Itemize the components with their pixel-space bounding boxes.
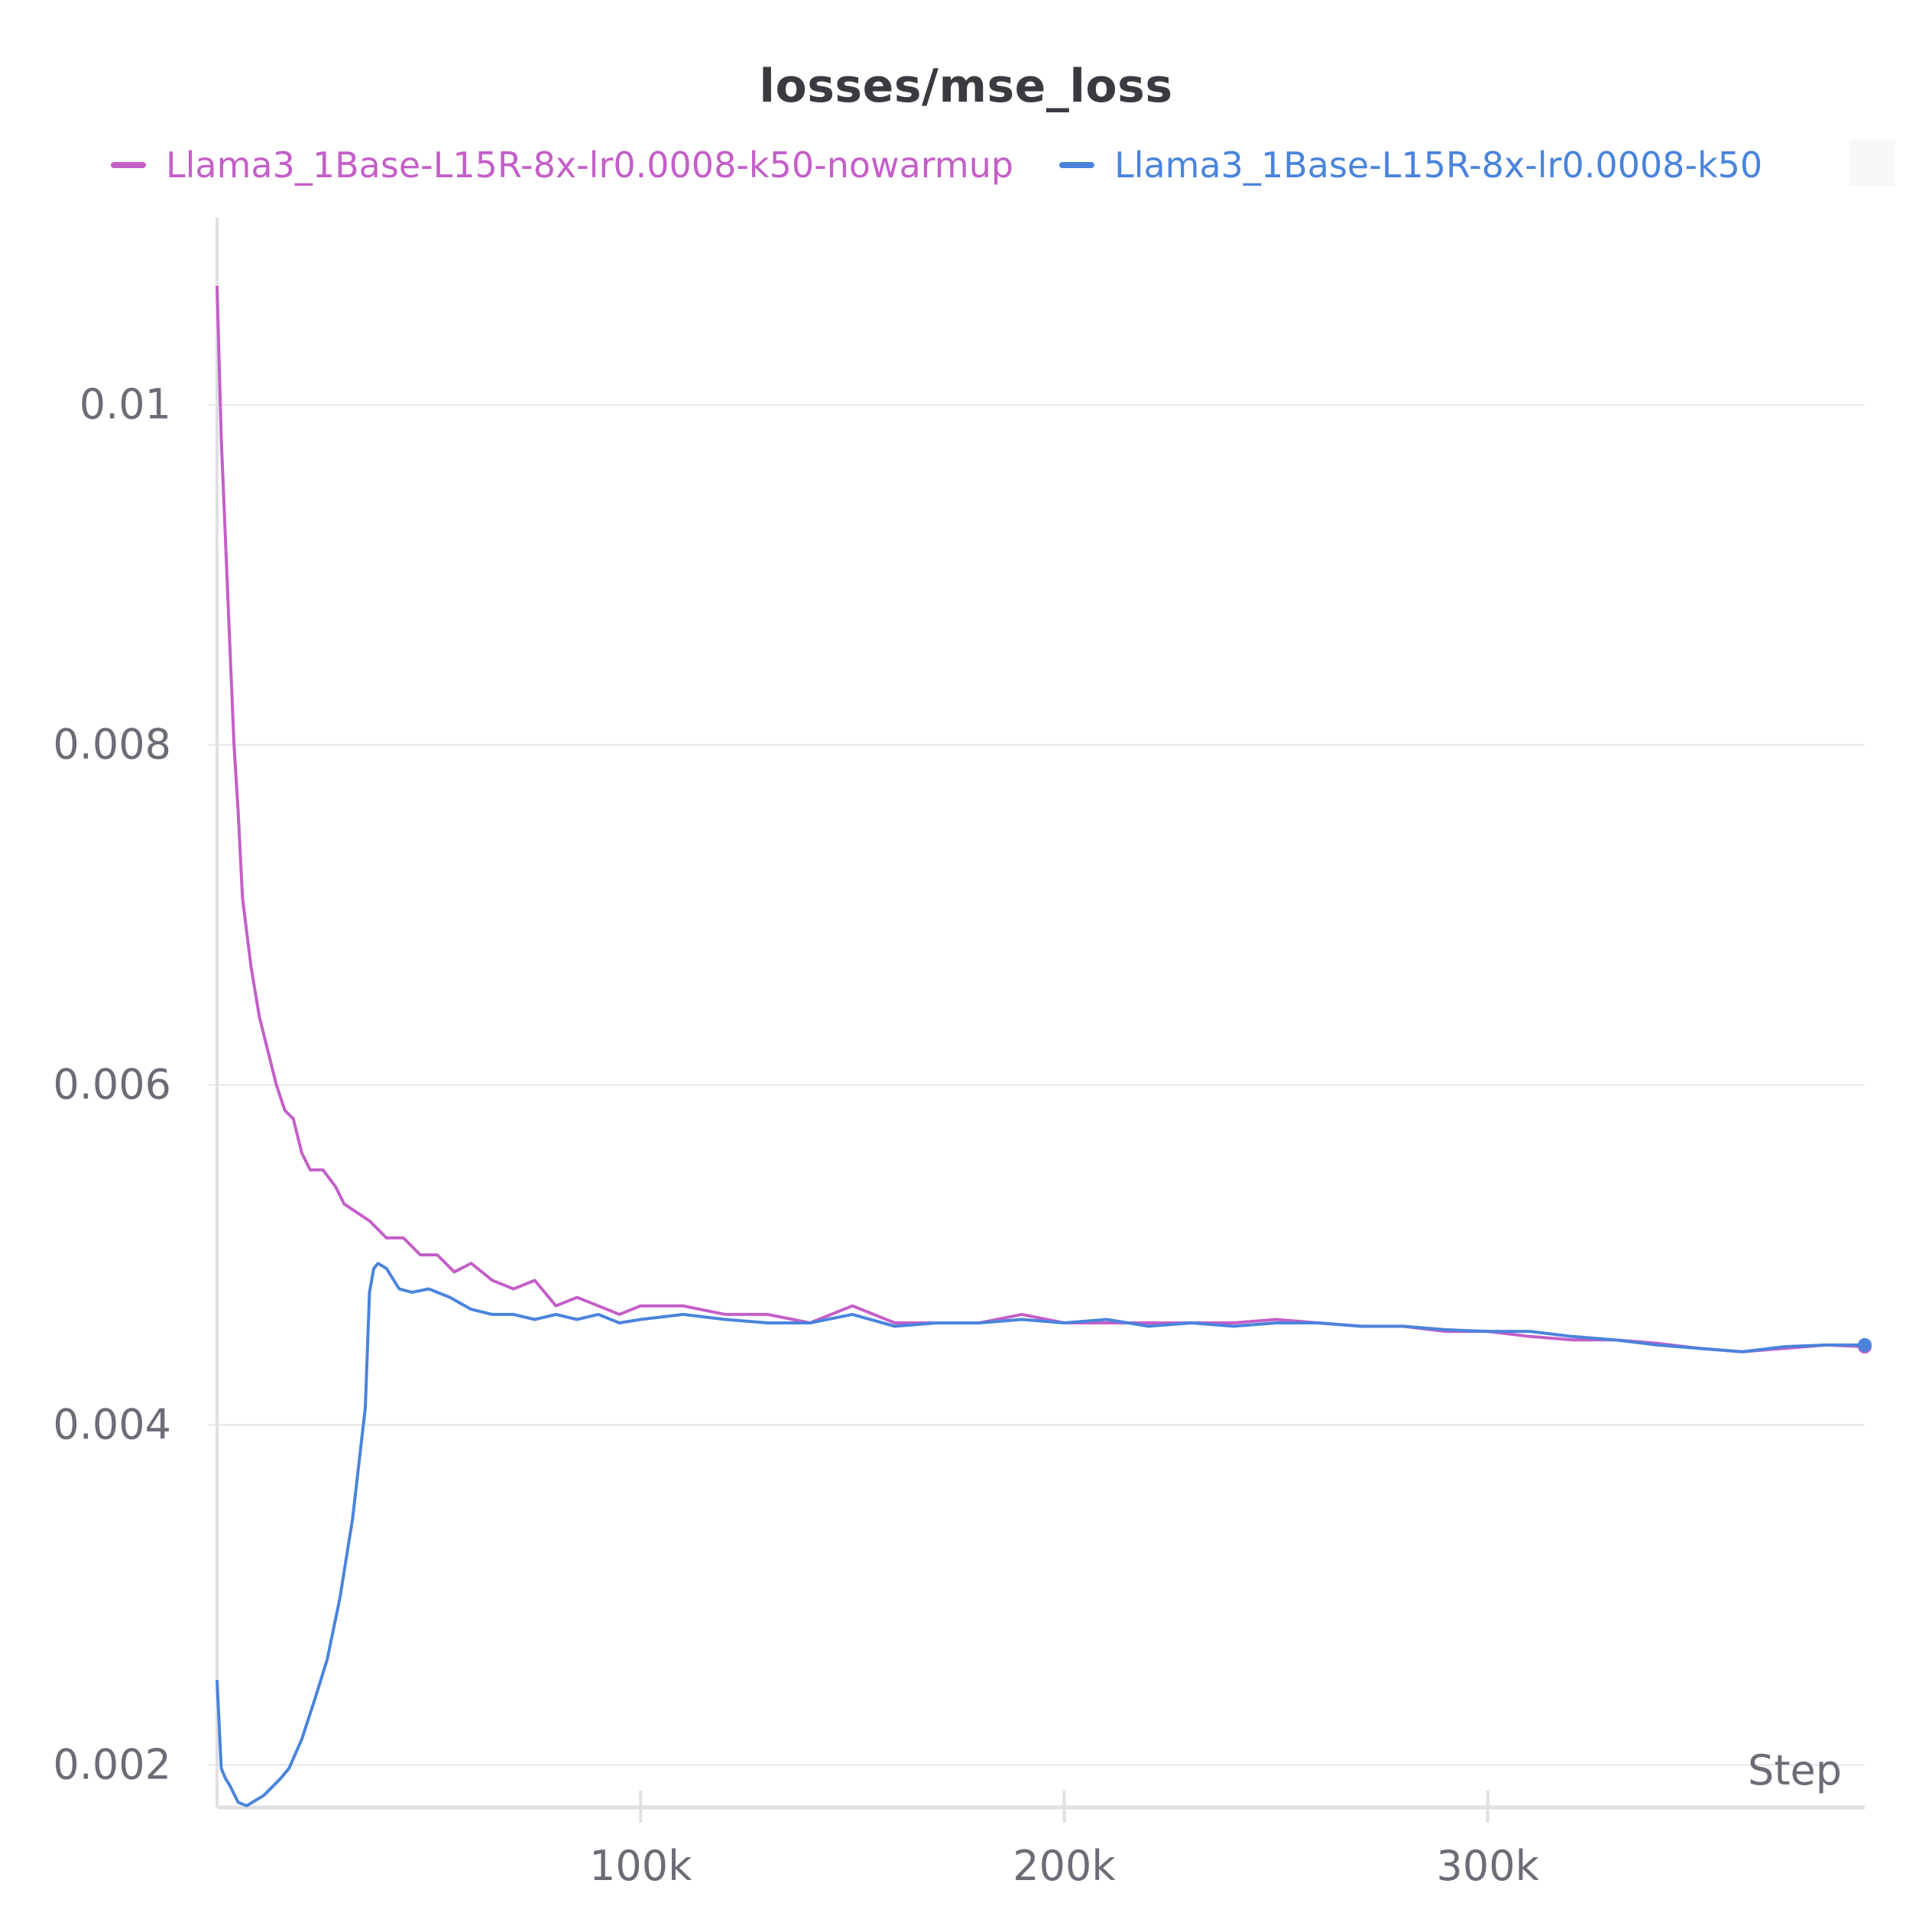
grid-lines bbox=[208, 404, 1865, 1766]
y-tick-label: 0.002 bbox=[53, 1740, 171, 1788]
y-tick-label: 0.006 bbox=[53, 1061, 171, 1109]
y-tick-label: 0.01 bbox=[79, 381, 171, 429]
legend-item-warmup[interactable]: Llama3_1Base-L15R-8x-lr0.0008-k50 bbox=[1059, 144, 1762, 186]
x-tick-label: 100k bbox=[589, 1842, 692, 1890]
series-end-point bbox=[1858, 1337, 1872, 1352]
legend-swatch-icon bbox=[111, 162, 146, 168]
x-axis-label: Step bbox=[1748, 1746, 1842, 1794]
y-tick-label: 0.008 bbox=[53, 721, 171, 769]
legend-label: Llama3_1Base-L15R-8x-lr0.0008-k50-nowarm… bbox=[166, 144, 1014, 186]
y-tick-label: 0.004 bbox=[53, 1400, 171, 1448]
x-tick-label: 200k bbox=[1013, 1842, 1116, 1890]
legend-item-nowarmup[interactable]: Llama3_1Base-L15R-8x-lr0.0008-k50-nowarm… bbox=[111, 144, 1013, 186]
series-line-1[interactable] bbox=[216, 1262, 1865, 1807]
legend-label: Llama3_1Base-L15R-8x-lr0.0008-k50 bbox=[1114, 144, 1763, 186]
x-tick-label: 300k bbox=[1437, 1842, 1540, 1890]
tick-labels: 0.002 0.004 0.006 0.008 0.01 100k 200k 300k Step bbox=[53, 381, 1842, 1890]
legend-swatch-icon bbox=[1059, 162, 1095, 168]
chart-title: losses/mse_loss bbox=[759, 60, 1173, 113]
legend-overflow-button[interactable] bbox=[1849, 141, 1895, 186]
axes bbox=[216, 218, 1865, 1823]
legend: Llama3_1Base-L15R-8x-lr0.0008-k50-nowarm… bbox=[111, 142, 1808, 188]
series-lines bbox=[216, 285, 1872, 1807]
series-line-0[interactable] bbox=[216, 285, 1866, 1353]
